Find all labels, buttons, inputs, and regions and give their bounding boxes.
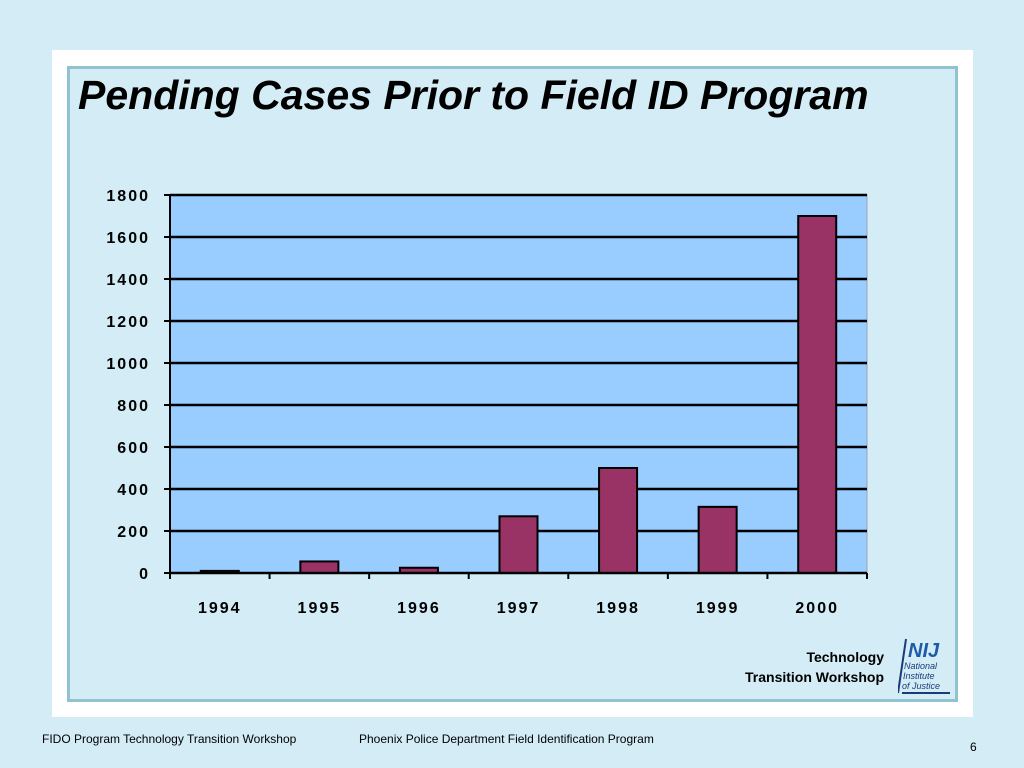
x-tick-label: 2000 [795, 600, 839, 617]
nij-logo: NIJ National Institute of Justice [898, 638, 950, 694]
y-tick-label: 1200 [106, 314, 150, 331]
page-number: 6 [970, 740, 977, 754]
x-tick-label: 1997 [497, 600, 541, 617]
y-tick-label: 600 [117, 440, 150, 457]
y-tick-label: 1000 [106, 356, 150, 373]
slide-title: Pending Cases Prior to Field ID Program [78, 72, 869, 118]
bar-1998 [598, 467, 639, 574]
y-tick-label: 200 [117, 524, 150, 541]
grid-lines [170, 193, 867, 533]
logo-sub-2: Institute [903, 671, 935, 681]
plot-area [169, 194, 868, 574]
bar-1999 [697, 505, 738, 575]
logo-sub-3: of Justice [902, 681, 940, 691]
bar-1995 [299, 560, 340, 575]
logo-sub-1: National [904, 661, 938, 671]
tick-labels: 0 200 400 600 800 1000 1200 1400 1600 1800 1994 199… [106, 188, 839, 617]
bar-2000 [797, 215, 838, 574]
logo-letters: NIJ [908, 640, 940, 662]
logo-slash [898, 638, 907, 694]
axes [164, 194, 868, 579]
x-tick-label: 1994 [198, 600, 242, 617]
workshop-branding: Technology Transition Workshop [745, 647, 884, 687]
y-tick-label: 0 [139, 566, 150, 583]
bar-1997 [498, 515, 539, 574]
y-tick-label: 400 [117, 482, 150, 499]
x-tick-label: 1996 [397, 600, 441, 617]
branding-line-1: Technology [806, 649, 884, 665]
y-tick-label: 1400 [106, 272, 150, 289]
footer-center-text: Phoenix Police Department Field Identifi… [359, 732, 654, 746]
x-tick-label: 1999 [696, 600, 740, 617]
x-tick-label: 1995 [298, 600, 342, 617]
bars [199, 215, 838, 575]
branding-line-2: Transition Workshop [745, 669, 884, 685]
y-tick-label: 800 [117, 398, 150, 415]
y-tick-label: 1800 [106, 188, 150, 205]
x-tick-label: 1998 [596, 600, 640, 617]
footer-left-text: FIDO Program Technology Transition Works… [42, 732, 297, 746]
y-tick-label: 1600 [106, 230, 150, 247]
